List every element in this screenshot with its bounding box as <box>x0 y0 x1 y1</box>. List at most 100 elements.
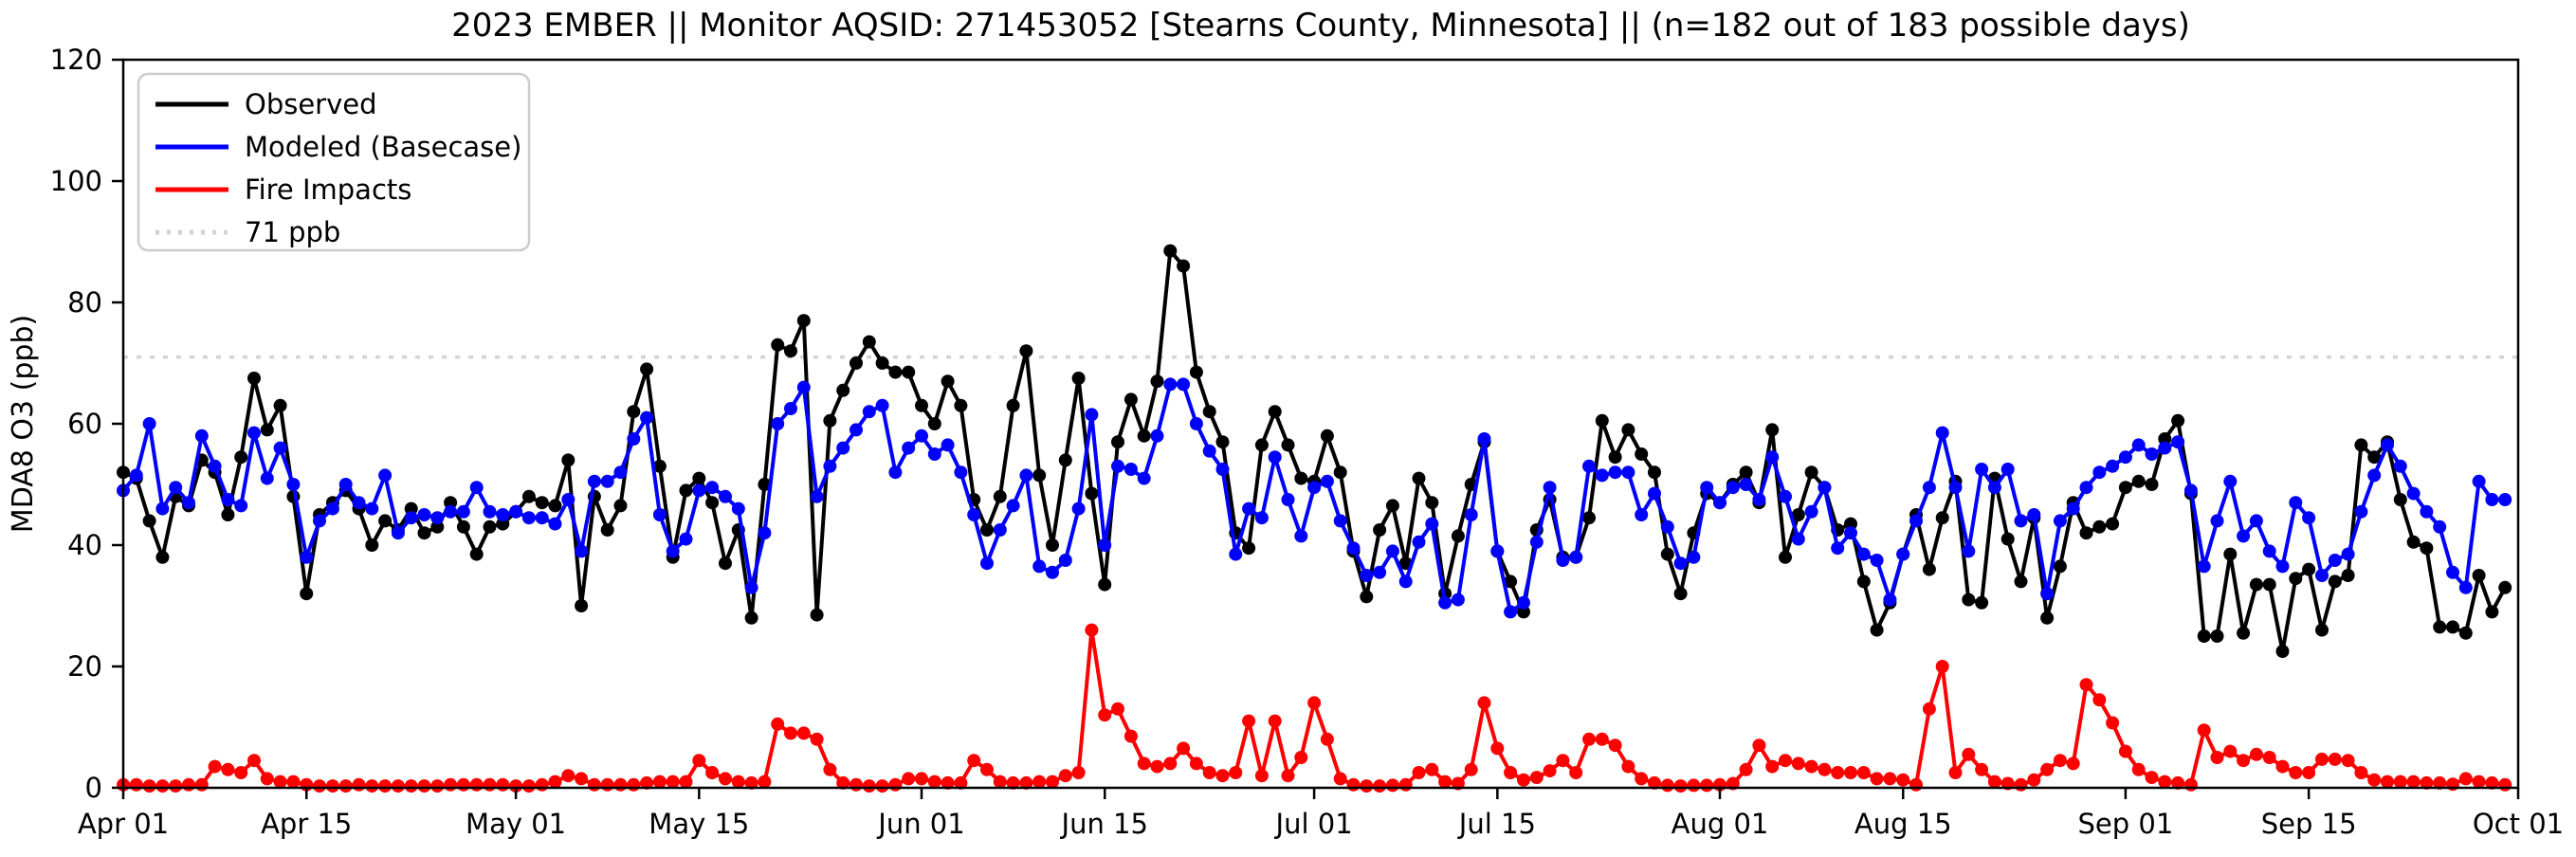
data-point <box>1058 769 1072 783</box>
data-point <box>2183 777 2198 792</box>
data-point <box>260 471 274 485</box>
data-point <box>692 471 706 485</box>
data-point <box>836 775 850 790</box>
data-point <box>2302 511 2316 525</box>
data-point <box>417 779 431 793</box>
data-point <box>1791 532 1805 546</box>
data-point <box>221 493 235 506</box>
data-point <box>535 511 549 525</box>
data-point <box>521 511 536 525</box>
data-point <box>260 772 274 786</box>
data-point <box>1412 471 1426 485</box>
data-point <box>2014 514 2028 528</box>
x-tick-label: May 01 <box>466 808 566 840</box>
data-point <box>823 459 837 473</box>
data-point <box>509 779 523 793</box>
data-point <box>2275 759 2290 774</box>
data-point <box>2027 773 2041 787</box>
data-point <box>1046 775 1059 789</box>
data-point <box>1504 605 1518 619</box>
data-point <box>1281 769 1295 783</box>
data-point <box>679 775 693 789</box>
data-point <box>1935 426 1949 440</box>
data-point <box>2106 459 2120 473</box>
series-markers-2 <box>117 623 2512 793</box>
data-point <box>1477 696 1491 710</box>
data-point <box>1098 708 1112 722</box>
data-point <box>1870 623 1884 637</box>
data-point <box>1385 544 1399 558</box>
data-point <box>430 779 445 793</box>
data-point <box>1229 547 1243 561</box>
data-point <box>2237 529 2251 543</box>
data-point <box>1896 547 1910 561</box>
data-point <box>1202 444 1216 458</box>
data-point <box>771 337 785 352</box>
data-point <box>1779 489 1792 503</box>
data-point <box>1177 741 1191 756</box>
data-point <box>1202 405 1216 419</box>
legend-label-1: Modeled (Basecase) <box>245 131 521 163</box>
data-point <box>182 496 195 510</box>
data-point <box>1412 766 1426 779</box>
data-point <box>2328 574 2342 589</box>
data-point <box>1150 759 1164 774</box>
data-point <box>1779 754 1792 768</box>
data-point <box>744 611 758 625</box>
data-point <box>2158 775 2172 789</box>
data-point <box>600 777 614 792</box>
data-point <box>1856 547 1871 561</box>
data-point <box>941 438 955 452</box>
data-point <box>221 508 235 521</box>
legend-label-3: 71 ppb <box>245 216 340 248</box>
y-tick-label: 0 <box>85 772 102 804</box>
data-point <box>2040 762 2055 776</box>
data-point <box>1425 762 1439 776</box>
data-point <box>2458 580 2473 594</box>
plot-area: Apr 01 Apr 15 May 01 May 15 Jun 01 Jun 15 Jul … <box>50 44 2564 840</box>
data-point <box>875 398 889 412</box>
data-point <box>796 314 811 328</box>
data-point <box>1765 423 1780 437</box>
data-point <box>627 777 641 792</box>
data-point <box>142 514 156 528</box>
data-point <box>1883 772 1897 786</box>
data-point <box>2485 775 2499 790</box>
data-point <box>313 514 326 528</box>
data-point <box>1360 779 1374 793</box>
data-point <box>1739 762 1753 776</box>
data-point <box>1150 374 1164 389</box>
data-point <box>1085 408 1099 422</box>
data-point <box>1490 544 1505 558</box>
data-point <box>2053 514 2067 528</box>
data-point <box>2433 775 2447 790</box>
data-point <box>967 508 981 521</box>
data-point <box>784 344 797 358</box>
data-point <box>325 779 339 793</box>
data-point <box>142 779 156 793</box>
data-point <box>1398 777 1413 792</box>
data-point <box>980 762 994 776</box>
data-point <box>155 779 170 793</box>
data-point <box>444 496 458 510</box>
data-point <box>2223 547 2238 561</box>
data-point <box>444 504 458 519</box>
data-point <box>679 483 693 498</box>
data-point <box>1124 392 1138 407</box>
data-point <box>1360 569 1374 582</box>
x-tick-label: Apr 15 <box>261 808 352 840</box>
data-point <box>247 372 261 385</box>
data-point <box>469 547 484 561</box>
data-point <box>430 511 445 525</box>
data-point <box>1085 623 1099 637</box>
data-point <box>2275 645 2290 658</box>
data-point <box>2315 623 2329 637</box>
data-point <box>1294 471 1308 485</box>
x-tick-label: Apr 01 <box>78 808 169 840</box>
data-point <box>1046 565 1059 579</box>
data-point <box>2341 754 2355 768</box>
data-point <box>1831 766 1845 779</box>
data-point <box>1504 574 1518 589</box>
data-point <box>1281 493 1295 506</box>
data-point <box>247 426 261 440</box>
